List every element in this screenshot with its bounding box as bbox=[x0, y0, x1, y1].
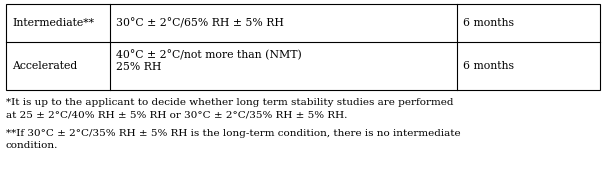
Bar bbox=[6, 4, 600, 90]
Text: Intermediate**: Intermediate** bbox=[12, 18, 94, 28]
Text: condition.: condition. bbox=[6, 141, 58, 150]
Text: 25% RH: 25% RH bbox=[116, 62, 161, 72]
Text: **If 30°C ± 2°C/35% RH ± 5% RH is the long-term condition, there is no intermedi: **If 30°C ± 2°C/35% RH ± 5% RH is the lo… bbox=[6, 129, 461, 138]
Text: 40°C ± 2°C/not more than (NMT): 40°C ± 2°C/not more than (NMT) bbox=[116, 50, 302, 61]
Text: at 25 ± 2°C/40% RH ± 5% RH or 30°C ± 2°C/35% RH ± 5% RH.: at 25 ± 2°C/40% RH ± 5% RH or 30°C ± 2°C… bbox=[6, 110, 347, 119]
Text: 6 months: 6 months bbox=[464, 61, 514, 71]
Text: 30°C ± 2°C/65% RH ± 5% RH: 30°C ± 2°C/65% RH ± 5% RH bbox=[116, 18, 284, 28]
Text: *It is up to the applicant to decide whether long term stability studies are per: *It is up to the applicant to decide whe… bbox=[6, 98, 453, 107]
Text: Accelerated: Accelerated bbox=[12, 61, 77, 71]
Text: 6 months: 6 months bbox=[464, 18, 514, 28]
